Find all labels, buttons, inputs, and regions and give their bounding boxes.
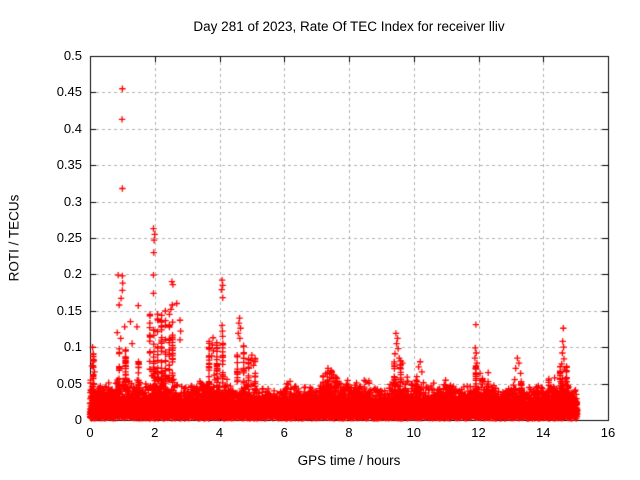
y-tick-label: 0.05	[56, 375, 82, 391]
x-tick-label: 10	[406, 425, 421, 440]
x-tick-label: 2	[151, 425, 159, 440]
y-tick-label: 0.45	[56, 84, 82, 100]
x-tick-label: 4	[215, 425, 224, 440]
y-tick-label: 0	[74, 412, 82, 427]
y-tick-label: 0.4	[63, 120, 82, 136]
y-tick-label: 0.5	[63, 48, 82, 63]
x-tick-label: 0	[86, 425, 94, 440]
y-tick-label: 0.3	[63, 193, 82, 209]
y-tick-label: 0.15	[56, 302, 82, 318]
x-tick-label: 6	[280, 425, 288, 440]
y-tick-label: 0.35	[56, 157, 82, 173]
x-tick-label: 12	[471, 425, 486, 440]
x-axis-label: GPS time / hours	[297, 453, 401, 468]
x-tick-label: 14	[536, 425, 551, 440]
chart-title: Day 281 of 2023, Rate Of TEC Index for r…	[193, 19, 505, 34]
y-tick-label: 0.2	[63, 266, 82, 282]
x-tick-label: 8	[345, 425, 353, 440]
x-tick-label: 16	[600, 425, 616, 440]
y-tick-label: 0.1	[63, 339, 82, 355]
y-tick-label: 0.25	[56, 230, 82, 245]
